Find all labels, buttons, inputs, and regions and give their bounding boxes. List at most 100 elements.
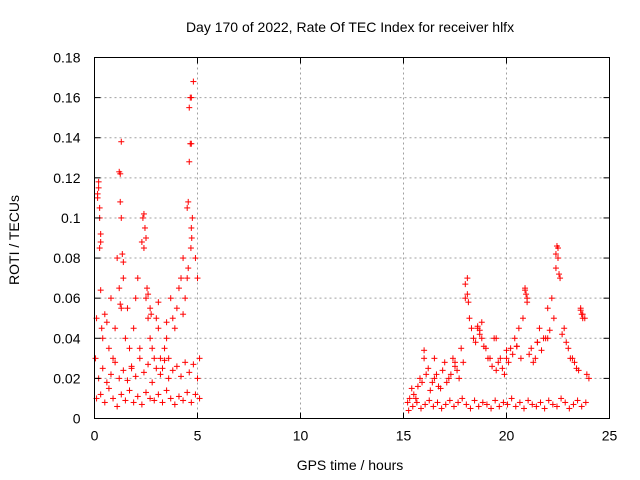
- data-point: [426, 397, 433, 404]
- data-point: [161, 357, 168, 364]
- data-point: [155, 299, 162, 306]
- data-point: [132, 373, 139, 380]
- data-point: [509, 351, 516, 358]
- data-point: [507, 345, 514, 352]
- data-point: [117, 198, 124, 205]
- grid-lines: [94, 57, 610, 419]
- data-point: [119, 251, 126, 258]
- data-point: [145, 315, 152, 322]
- y-tick-label: 0.02: [53, 370, 80, 386]
- data-point: [153, 365, 160, 372]
- data-point: [139, 214, 146, 221]
- data-point: [140, 245, 147, 252]
- data-point: [103, 379, 110, 386]
- data-point: [483, 401, 490, 408]
- data-point: [537, 399, 544, 406]
- data-point: [548, 295, 555, 302]
- data-point: [522, 287, 529, 294]
- data-point: [95, 184, 102, 191]
- data-point: [559, 331, 566, 338]
- data-point: [118, 391, 125, 398]
- data-point: [478, 335, 485, 342]
- data-point: [99, 365, 106, 372]
- data-point: [171, 401, 178, 408]
- data-point: [187, 94, 194, 101]
- data-point: [120, 259, 127, 266]
- data-point: [184, 204, 191, 211]
- data-point: [541, 405, 548, 412]
- data-point: [140, 210, 147, 217]
- data-point: [99, 335, 106, 342]
- data-point: [128, 363, 135, 370]
- data-point: [545, 397, 552, 404]
- data-point: [186, 158, 193, 165]
- data-point: [116, 168, 123, 175]
- data-point: [434, 399, 441, 406]
- data-point: [489, 363, 496, 370]
- data-point: [112, 359, 119, 366]
- data-point: [476, 327, 483, 334]
- data-point: [103, 319, 110, 326]
- data-point: [130, 325, 137, 332]
- data-point: [431, 355, 438, 362]
- data-point: [441, 359, 448, 366]
- data-point: [521, 405, 528, 412]
- data-point: [585, 375, 592, 382]
- data-point: [145, 361, 152, 368]
- data-point: [107, 295, 114, 302]
- data-point: [155, 391, 162, 398]
- data-point: [107, 371, 114, 378]
- data-point: [465, 299, 472, 306]
- data-point: [446, 397, 453, 404]
- data-point: [455, 399, 462, 406]
- data-point: [173, 363, 180, 370]
- y-tick-label: 0.16: [53, 90, 80, 106]
- data-point: [143, 389, 149, 396]
- data-point: [182, 359, 189, 366]
- data-point: [124, 377, 131, 384]
- data-point: [101, 399, 108, 406]
- data-point: [175, 393, 182, 400]
- data-point: [513, 343, 520, 350]
- data-point: [180, 311, 187, 318]
- data-point: [153, 315, 160, 322]
- data-point: [425, 365, 432, 372]
- data-point: [546, 327, 553, 334]
- data-point: [467, 405, 474, 412]
- data-point: [147, 305, 154, 312]
- data-point: [138, 239, 145, 246]
- data-point: [97, 391, 104, 398]
- data-point: [462, 295, 469, 302]
- data-point: [187, 245, 194, 252]
- data-point: [549, 401, 556, 408]
- data-point: [459, 395, 466, 402]
- data-point: [122, 397, 129, 404]
- data-point: [449, 355, 456, 362]
- data-point: [192, 255, 199, 262]
- data-point: [117, 301, 124, 308]
- data-point: [524, 299, 531, 306]
- data-point: [188, 235, 195, 241]
- data-point: [194, 375, 201, 382]
- data-point: [165, 375, 172, 382]
- data-point: [579, 315, 586, 322]
- data-point: [530, 359, 537, 366]
- data-point: [96, 245, 103, 252]
- data-point: [124, 305, 131, 312]
- data-point: [184, 389, 191, 396]
- data-point: [501, 371, 508, 378]
- data-point: [114, 403, 121, 410]
- data-point: [429, 379, 436, 386]
- data-point: [493, 335, 500, 342]
- data-point: [536, 325, 543, 332]
- data-point: [110, 395, 117, 402]
- data-point: [504, 401, 511, 408]
- data-point: [480, 343, 487, 350]
- data-point: [528, 345, 535, 352]
- data-point: [157, 371, 164, 378]
- data-point: [421, 355, 428, 362]
- data-point: [427, 387, 434, 394]
- data-point: [416, 375, 423, 382]
- data-point: [529, 401, 536, 408]
